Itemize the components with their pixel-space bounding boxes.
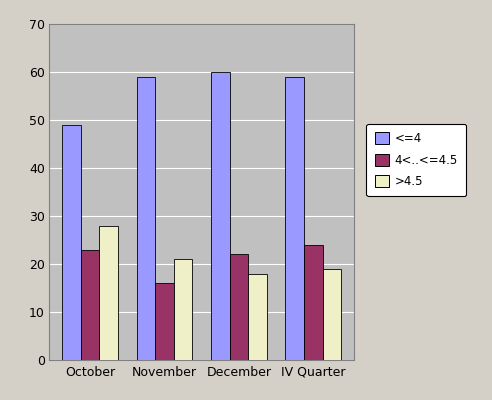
Bar xyxy=(323,269,341,360)
Bar xyxy=(62,125,81,360)
Bar xyxy=(304,245,323,360)
Bar xyxy=(230,254,248,360)
Bar xyxy=(81,250,99,360)
Bar xyxy=(285,77,304,360)
Legend: <=4, 4<..<=4.5, >4.5: <=4, 4<..<=4.5, >4.5 xyxy=(366,124,466,196)
Bar xyxy=(137,77,155,360)
Bar xyxy=(248,274,267,360)
Bar xyxy=(155,283,174,360)
Bar xyxy=(174,259,192,360)
Bar xyxy=(211,72,230,360)
Bar xyxy=(99,226,118,360)
